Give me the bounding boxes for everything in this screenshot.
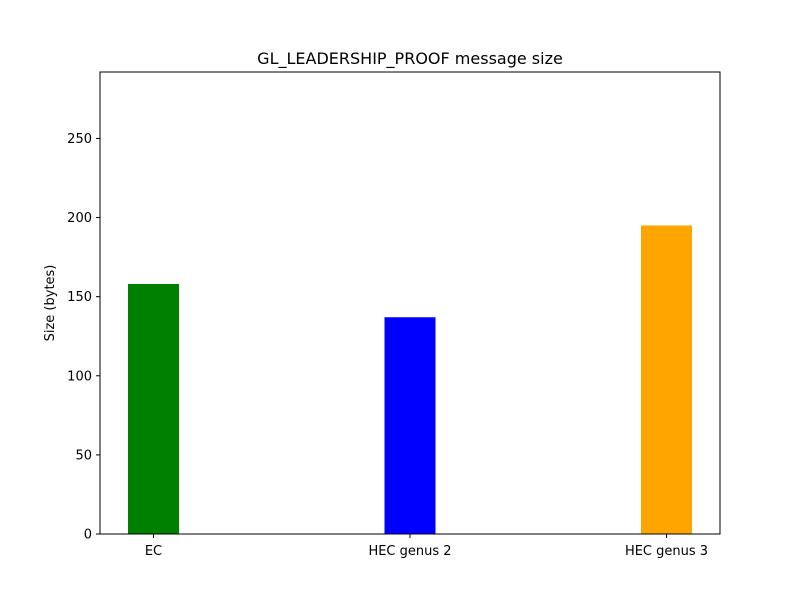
bar-ec bbox=[128, 284, 179, 534]
x-tick-label: EC bbox=[145, 544, 162, 559]
y-tick-label: 0 bbox=[84, 528, 92, 543]
x-tick-label: HEC genus 3 bbox=[625, 544, 708, 559]
y-tick-label: 250 bbox=[67, 132, 92, 147]
y-tick-label: 200 bbox=[67, 211, 92, 226]
y-tick-label: 50 bbox=[75, 448, 92, 463]
bar-hec-genus-3 bbox=[641, 225, 692, 534]
bar-hec-genus-2 bbox=[384, 317, 436, 534]
plot-area-frame bbox=[99, 71, 721, 535]
y-tick-label: 100 bbox=[67, 369, 92, 384]
ticks-layer: EC HEC genus 2 HEC genus 3 0 50 100 150 200 250 bbox=[67, 132, 708, 559]
chart-title: GL_LEADERSHIP_PROOF message size bbox=[257, 49, 563, 69]
x-tick-label: HEC genus 2 bbox=[368, 544, 451, 559]
y-tick-label: 150 bbox=[67, 290, 92, 305]
y-axis-label: Size (bytes) bbox=[43, 265, 58, 342]
bars-layer bbox=[128, 225, 692, 534]
